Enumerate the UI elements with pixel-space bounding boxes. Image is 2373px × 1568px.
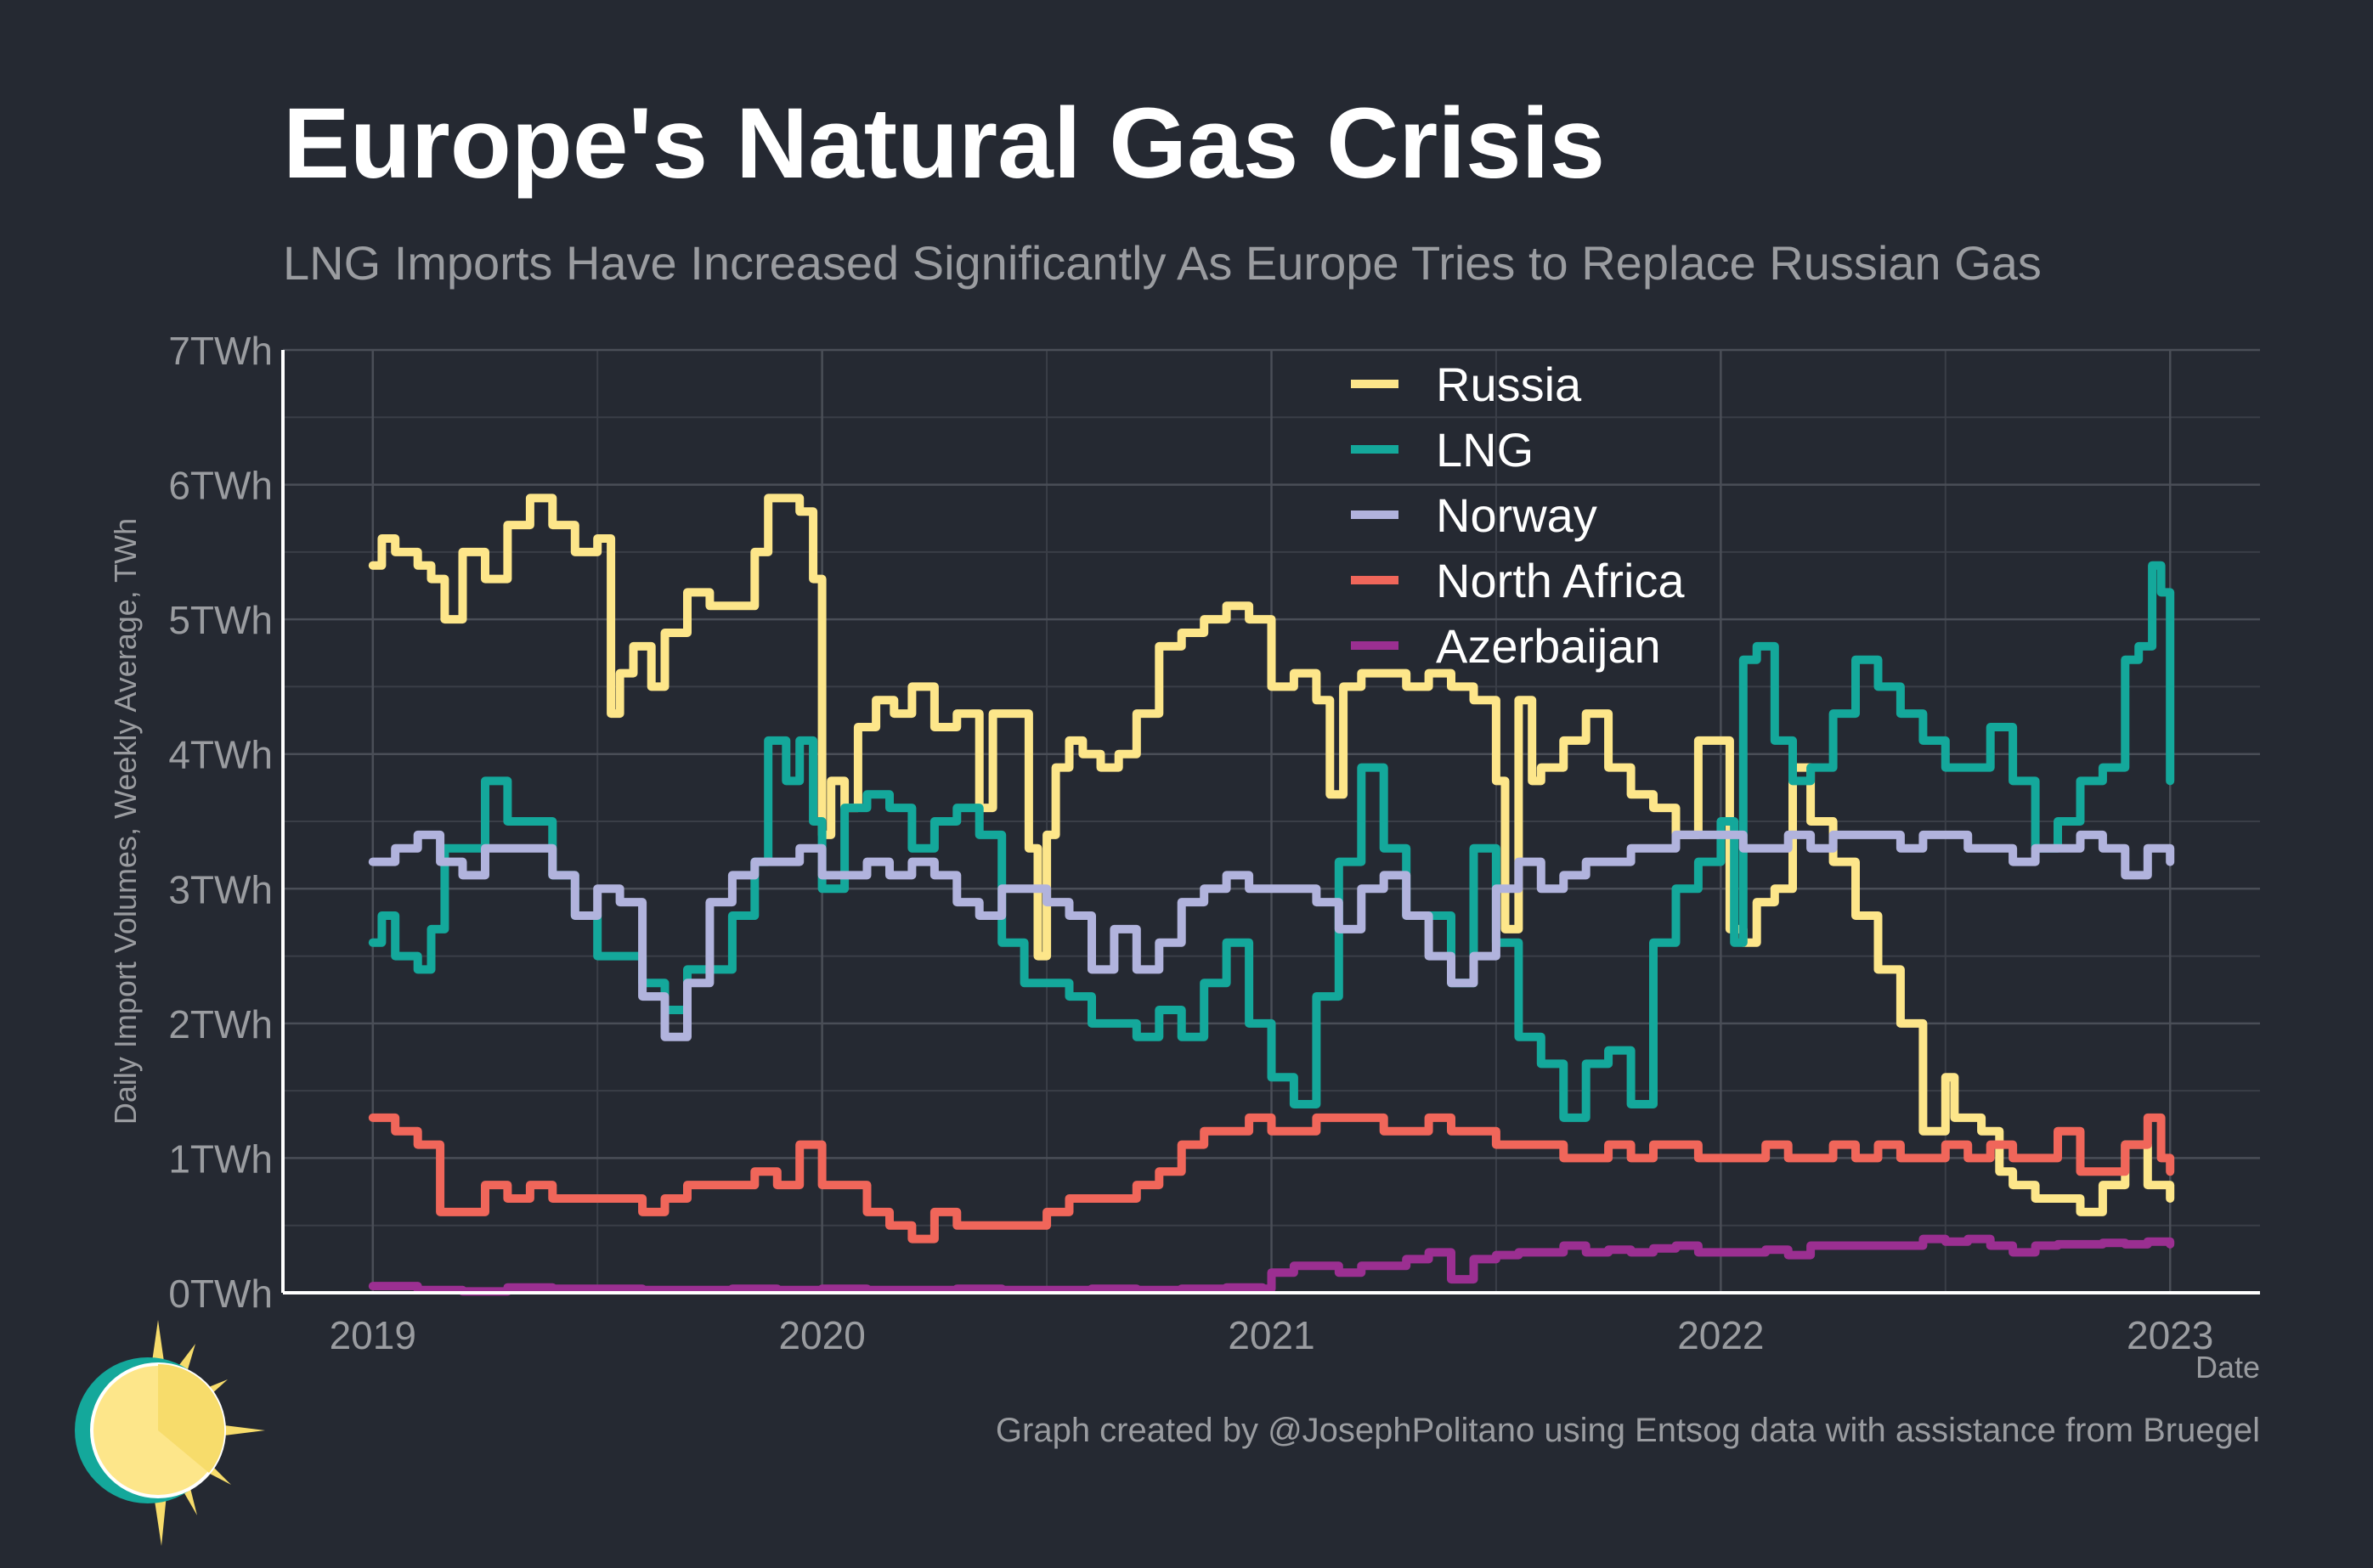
- y-tick-label: 3TWh: [168, 867, 273, 911]
- x-tick-label: 2020: [778, 1313, 865, 1357]
- legend-label-norway: Norway: [1436, 488, 1597, 542]
- legend-label-russia: Russia: [1436, 358, 1582, 411]
- x-tick-label: 2021: [1228, 1313, 1314, 1357]
- series-line-azerbaijan: [368, 1234, 2175, 1296]
- legend-label-azerbaijan: Azerbaijan: [1436, 619, 1661, 673]
- legend-label-lng: LNG: [1436, 423, 1534, 477]
- x-tick-label: 2019: [330, 1313, 416, 1357]
- page-title: Europe's Natural Gas Crisis: [283, 87, 1606, 200]
- series-line-norway: [368, 830, 2175, 1041]
- series-line-russia: [368, 494, 2175, 1216]
- y-tick-label: 6TWh: [168, 464, 273, 508]
- legend-label-north-africa: North Africa: [1436, 554, 1685, 607]
- axes: 0TWh 1TWh 2TWh 3TWh 4TWh 5TWh 6TWh 7TWh 2019 2020…: [108, 329, 2260, 1385]
- chart-subtitle: LNG Imports Have Increased Significantly…: [283, 236, 2042, 290]
- x-axis-title: Date: [2195, 1350, 2260, 1385]
- y-tick-label: 7TWh: [168, 329, 273, 373]
- y-axis-title: Daily Import Volumes, Weekly Average, TW…: [108, 518, 143, 1125]
- y-tick-label: 1TWh: [168, 1137, 273, 1181]
- y-tick-label: 5TWh: [168, 598, 273, 642]
- x-tick-label: 2023: [2127, 1313, 2213, 1357]
- source-caption: Graph created by @JosephPolitano using E…: [995, 1412, 2260, 1449]
- y-tick-label: 0TWh: [168, 1272, 273, 1316]
- sun-logo-icon: [70, 1318, 274, 1552]
- y-tick-label: 2TWh: [168, 1002, 273, 1046]
- y-tick-label: 4TWh: [168, 733, 273, 777]
- legend: Russia LNG Norway North Africa Azerbaijan: [1351, 358, 1685, 673]
- x-tick-label: 2022: [1677, 1313, 1764, 1357]
- series-lines: [368, 494, 2175, 1296]
- series-line-north-africa: [368, 1113, 2175, 1244]
- grid-lines: [283, 348, 2260, 1294]
